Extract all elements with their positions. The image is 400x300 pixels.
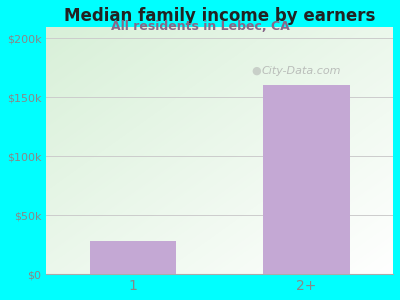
Bar (90, 241, 176, 274)
Text: All residents in Lebec, CA: All residents in Lebec, CA (111, 20, 289, 33)
Bar (263, 85, 350, 274)
Text: ●: ● (251, 66, 261, 76)
Text: City-Data.com: City-Data.com (261, 66, 341, 76)
Title: Median family income by earners: Median family income by earners (64, 7, 376, 25)
